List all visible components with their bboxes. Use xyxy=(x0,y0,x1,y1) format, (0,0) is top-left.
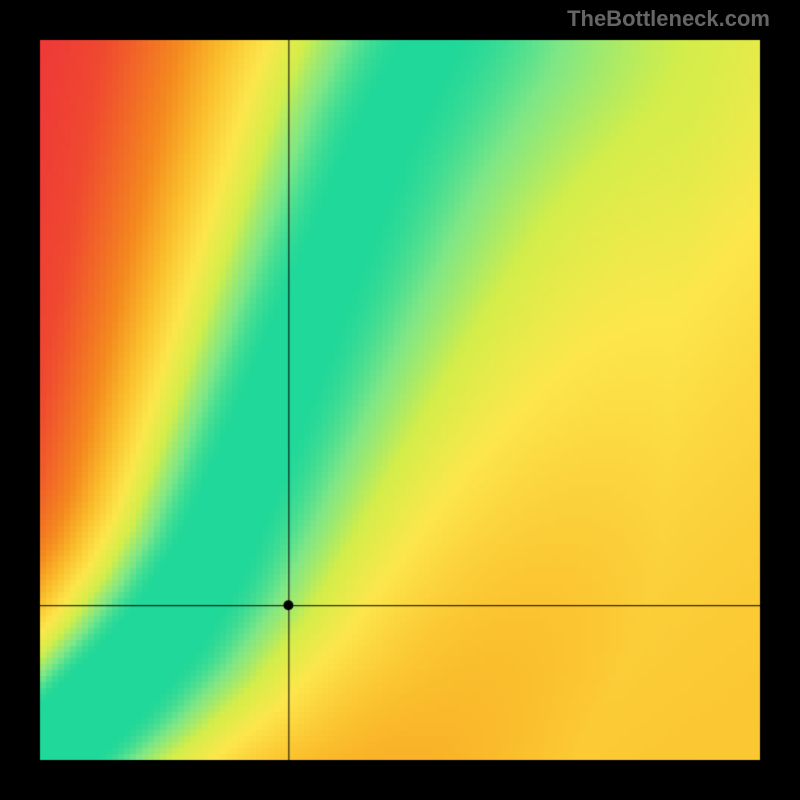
bottleneck-heatmap xyxy=(0,0,800,800)
chart-container: TheBottleneck.com xyxy=(0,0,800,800)
watermark-text: TheBottleneck.com xyxy=(567,6,770,32)
